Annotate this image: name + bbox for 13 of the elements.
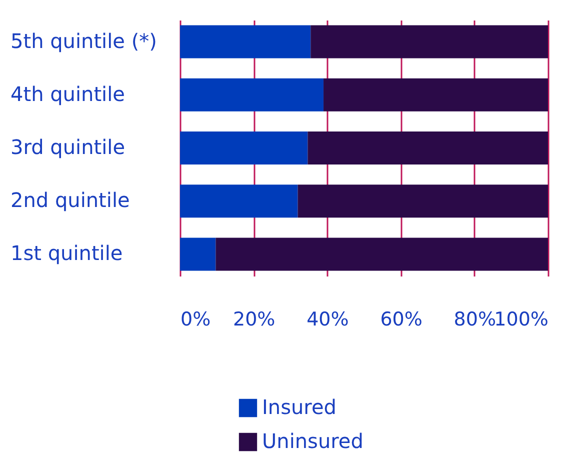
legend-label: Uninsured xyxy=(262,429,364,453)
y-tick-label: 3rd quintile xyxy=(10,135,126,159)
x-tick-label: 0% xyxy=(180,308,211,330)
x-tick-label: 80% xyxy=(454,308,496,330)
y-tick-label: 4th quintile xyxy=(10,82,125,106)
legend-label: Insured xyxy=(262,395,336,419)
x-tick-label: 40% xyxy=(306,308,349,330)
y-tick-label: 2nd quintile xyxy=(10,188,130,212)
y-tick-label: 1st quintile xyxy=(10,241,123,266)
x-tick-label: 60% xyxy=(380,308,422,330)
y-tick-label: 5th quintile (*) xyxy=(10,28,157,53)
x-tick-label: 100% xyxy=(494,308,548,330)
x-tick-label: 20% xyxy=(232,308,276,330)
